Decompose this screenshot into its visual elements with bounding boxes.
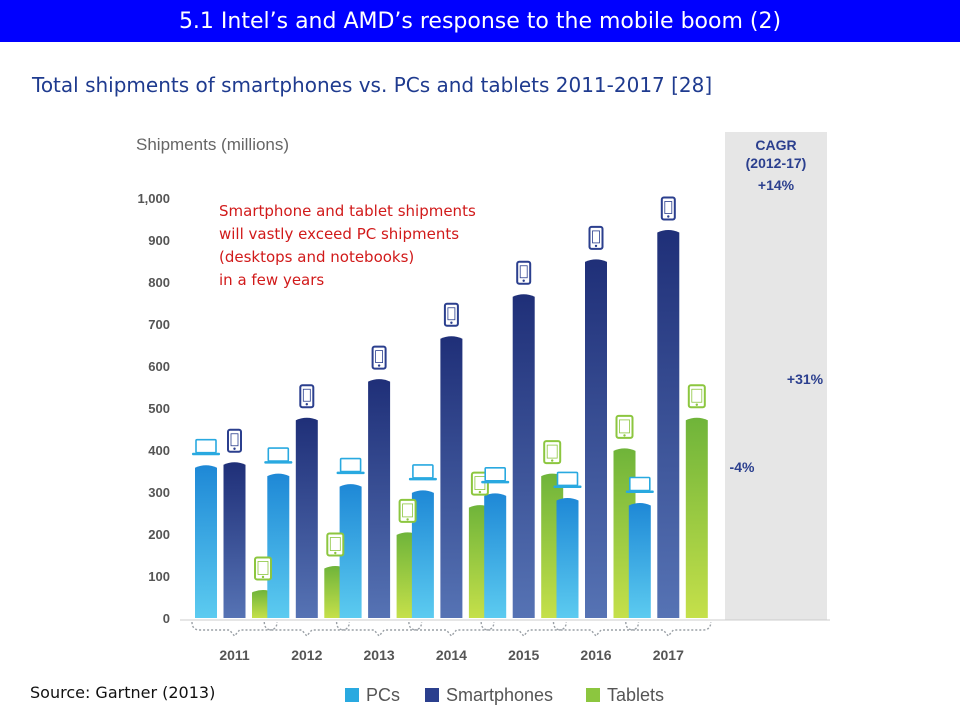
annotation-line-2: will vastly exceed PC shipments xyxy=(219,225,459,243)
tablet-icon xyxy=(326,532,345,557)
y-tick-label-900: 900 xyxy=(148,233,170,248)
x-tick-label-2013: 2013 xyxy=(364,647,395,663)
y-tick-label-100: 100 xyxy=(148,569,170,584)
cagr-tablets: +31% xyxy=(787,371,824,387)
bar-smartphones-2015 xyxy=(512,294,535,618)
y-tick-label-300: 300 xyxy=(148,485,170,500)
cagr-smartphones: +14% xyxy=(758,177,795,193)
phone-icon xyxy=(227,428,242,453)
slide-title: 5.1 Intel’s and AMD’s response to the mo… xyxy=(0,0,960,42)
bar-smartphones-2017 xyxy=(657,230,680,618)
device-icons xyxy=(192,196,706,581)
bar-smartphones-2014 xyxy=(440,336,463,618)
laptop-icon xyxy=(264,447,293,464)
x-tick-label-2011: 2011 xyxy=(219,647,250,663)
bar-pcs-2016 xyxy=(556,497,579,618)
brace-2014 xyxy=(408,621,495,638)
laptop-icon xyxy=(553,471,582,488)
legend-swatch-smartphones xyxy=(425,688,439,702)
laptop-icon xyxy=(408,464,437,481)
legend-swatch-tablets xyxy=(586,688,600,702)
y-tick-label-700: 700 xyxy=(148,317,170,332)
tablet-icon xyxy=(543,440,562,465)
y-tick-label-1000: 1,000 xyxy=(137,191,170,206)
cagr-pcs: -4% xyxy=(730,459,755,475)
bar-tablets-2017 xyxy=(685,417,708,618)
y-tick-label-500: 500 xyxy=(148,401,170,416)
tablet-icon xyxy=(470,471,489,496)
y-tick-label-200: 200 xyxy=(148,527,170,542)
annotation-text: Smartphone and tablet shipments will vas… xyxy=(219,202,476,289)
phone-icon xyxy=(660,196,676,221)
brace-2015 xyxy=(480,621,567,638)
x-tick-label-2014: 2014 xyxy=(436,647,467,663)
bar-smartphones-2013 xyxy=(368,379,391,618)
x-tick-labels: 2011 2012 2013 2014 2015 2016 2017 xyxy=(219,647,684,663)
y-tick-label-0: 0 xyxy=(163,611,170,626)
tablet-icon xyxy=(615,414,634,439)
laptop-icon xyxy=(192,438,220,456)
bar-smartphones-2012 xyxy=(295,417,318,618)
laptop-icon xyxy=(336,457,365,475)
brace-2013 xyxy=(335,621,423,638)
legend-swatch-pcs xyxy=(345,688,359,702)
legend-label-smartphones: Smartphones xyxy=(446,685,553,705)
legend-label-tablets: Tablets xyxy=(607,685,664,705)
y-tick-label-800: 800 xyxy=(148,275,170,290)
phone-icon xyxy=(443,302,459,327)
laptop-icon xyxy=(481,467,510,484)
bar-pcs-2015 xyxy=(484,493,507,618)
tablet-icon xyxy=(687,384,706,409)
brace-2012 xyxy=(263,621,350,638)
category-braces xyxy=(191,621,712,638)
brace-2011 xyxy=(191,621,278,638)
phone-icon xyxy=(516,260,532,285)
annotation-line-4: in a few years xyxy=(219,271,324,289)
brace-2016 xyxy=(552,621,640,638)
source-note: Source: Gartner (2013) xyxy=(30,683,216,702)
bar-pcs-2011 xyxy=(195,465,217,618)
x-tick-label-2016: 2016 xyxy=(580,647,611,663)
phone-icon xyxy=(371,345,387,370)
phone-icon xyxy=(299,384,315,409)
bar-pcs-2017 xyxy=(628,503,651,618)
cagr-panel xyxy=(725,132,827,620)
x-tick-label-2012: 2012 xyxy=(291,647,322,663)
bar-smartphones-2011 xyxy=(223,462,246,618)
tablet-icon xyxy=(398,498,417,523)
legend-label-pcs: PCs xyxy=(366,685,400,705)
bar-series xyxy=(195,230,708,618)
annotation-line-3: (desktops and notebooks) xyxy=(219,248,414,266)
laptop-icon xyxy=(625,476,654,493)
cagr-heading-line1: CAGR xyxy=(755,137,796,153)
x-tick-label-2017: 2017 xyxy=(653,647,684,663)
bar-pcs-2014 xyxy=(411,490,434,618)
y-tick-labels: 0 100 200 300 400 500 600 700 800 900 1,000 xyxy=(137,191,170,626)
cagr-heading-line2: (2012-17) xyxy=(746,155,807,171)
phone-icon xyxy=(588,225,604,250)
tablet-icon xyxy=(254,556,272,581)
bar-pcs-2012 xyxy=(267,473,290,618)
annotation-line-1: Smartphone and tablet shipments xyxy=(219,202,476,220)
chart-subtitle: Total shipments of smartphones vs. PCs a… xyxy=(32,73,713,97)
bar-pcs-2013 xyxy=(339,484,362,618)
y-tick-label-600: 600 xyxy=(148,359,170,374)
bar-smartphones-2016 xyxy=(585,259,607,618)
brace-2017 xyxy=(625,621,712,638)
y-tick-label-400: 400 xyxy=(148,443,170,458)
x-tick-label-2015: 2015 xyxy=(508,647,539,663)
legend: PCs Smartphones Tablets xyxy=(345,685,664,705)
y-axis-label: Shipments (millions) xyxy=(136,135,289,154)
